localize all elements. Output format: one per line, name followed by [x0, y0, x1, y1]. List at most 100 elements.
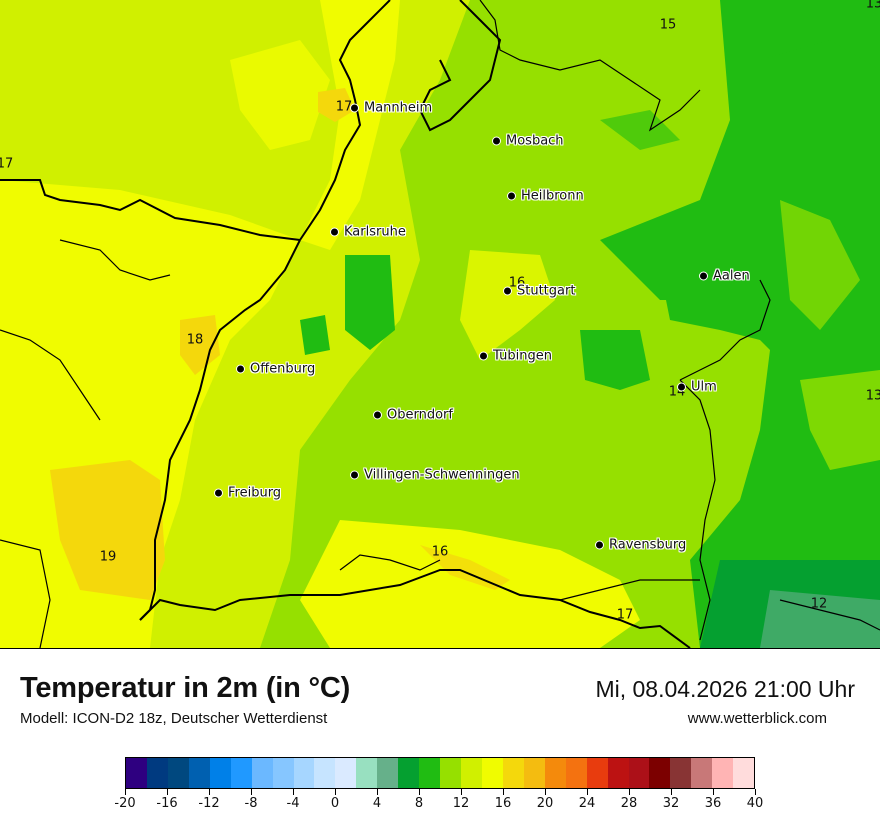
city-marker-heilbronn: Heilbronn: [507, 189, 584, 204]
colorbar-segment: [167, 758, 189, 788]
colorbar-segment: [691, 758, 713, 788]
city-name: Mosbach: [506, 133, 564, 149]
colorbar-segment: [377, 758, 399, 788]
city-marker-ulm: Ulm: [677, 380, 717, 395]
city-dot-icon: [236, 364, 245, 374]
city-name: Tübingen: [493, 348, 552, 364]
temperature-label: 17: [0, 156, 14, 172]
colorbar-tick: [250, 789, 252, 795]
city-dot-icon: [503, 286, 512, 296]
city-marker-ravensburg: Ravensburg: [595, 538, 686, 553]
city-dot-icon: [595, 540, 604, 550]
temperature-label: 13: [865, 0, 880, 12]
city-marker-mosbach: Mosbach: [492, 134, 564, 149]
city-name: Heilbronn: [521, 188, 584, 204]
city-dot-icon: [699, 271, 708, 281]
colorbar-tick: [166, 789, 168, 795]
colorbar-segment: [440, 758, 461, 788]
city-name: Oberndorf: [387, 407, 453, 423]
colorbar-tick-label: 8: [414, 796, 424, 811]
city-name: Freiburg: [228, 485, 282, 501]
city-name: Villingen-Schwenningen: [364, 467, 520, 483]
colorbar-tick-label: 0: [330, 796, 340, 811]
city-name: Offenburg: [250, 361, 316, 377]
colorbar-tick-label: -12: [198, 796, 220, 811]
city-dot-icon: [330, 227, 339, 237]
colorbar-tick-label: 28: [620, 796, 638, 811]
colorbar-segment: [628, 758, 650, 788]
colorbar-tick: [712, 789, 714, 795]
colorbar-tick: [628, 789, 630, 795]
colorbar-tick-label: 20: [536, 796, 554, 811]
city-dot-icon: [373, 410, 382, 420]
city-marker-stuttgart: Stuttgart: [503, 284, 575, 299]
colorbar-tick: [292, 789, 294, 795]
colorbar-tick-label: 16: [494, 796, 512, 811]
colorbar-ticks: -20 -16 -12 -8 -4 0 4 8 12 16 20 24 28 32 36 40: [114, 789, 763, 819]
city-dot-icon: [492, 136, 501, 146]
city-marker-aalen: Aalen: [699, 269, 750, 284]
city-name: Aalen: [713, 268, 750, 284]
colorbar-tick-label: 4: [372, 796, 382, 811]
temperature-label: 17: [335, 99, 353, 115]
city-marker-freiburg: Freiburg: [214, 486, 281, 501]
colorbar-segment: [712, 758, 734, 788]
colorbar-segment: [565, 758, 587, 788]
city-name: Stuttgart: [517, 283, 576, 299]
colorbar-tick: [460, 789, 462, 795]
temperature-map: 17 15 13 17 16 18 14 13 19 16 17 12 Mann…: [0, 0, 880, 649]
colorbar-segment: [733, 758, 755, 788]
colorbar-segment: [523, 758, 545, 788]
colorbar-segment: [335, 758, 357, 788]
colorbar-tick-label: 12: [452, 796, 470, 811]
colorbar-segment: [146, 758, 168, 788]
colorbar-tick: [376, 789, 378, 795]
city-name: Ulm: [691, 379, 717, 395]
colorbar-tick: [544, 789, 546, 795]
city-marker-karlsruhe: Karlsruhe: [330, 225, 406, 240]
colorbar-segment: [586, 758, 608, 788]
temperature-label: 15: [659, 17, 677, 33]
temperature-label: 12: [810, 596, 828, 612]
colorbar-segment: [419, 758, 441, 788]
colorbar-tick-label: 24: [578, 796, 596, 811]
colorbar-segment: [126, 758, 147, 788]
colorbar-tick: [502, 789, 504, 795]
colorbar-tick: [586, 789, 588, 795]
city-dot-icon: [350, 103, 359, 113]
colorbar-segment: [461, 758, 482, 788]
colorbar-tick: [670, 789, 672, 795]
colorbar-segment: [356, 758, 378, 788]
website-link: www.wetterblick.com: [687, 710, 827, 727]
colorbar-segment: [272, 758, 294, 788]
colorbar-segment: [649, 758, 671, 788]
colorbar-segment: [209, 758, 231, 788]
city-marker-villingen-schwenningen: Villingen-Schwenningen: [350, 468, 520, 483]
city-name: Mannheim: [364, 100, 433, 116]
city-dot-icon: [507, 191, 516, 201]
colorbar-segment: [544, 758, 566, 788]
city-dot-icon: [350, 470, 359, 480]
forecast-datetime: Mi, 08.04.2026 21:00 Uhr: [595, 676, 855, 702]
colorbar-tick-label: -4: [286, 796, 300, 811]
colorbar-segment: [188, 758, 210, 788]
colorbar-segment: [670, 758, 692, 788]
city-marker-offenburg: Offenburg: [236, 362, 315, 377]
city-dot-icon: [214, 488, 223, 498]
city-dot-icon: [479, 351, 488, 361]
map-title: Temperatur in 2m (in °C): [20, 672, 351, 704]
temperature-label: 19: [99, 549, 117, 565]
city-marker-mannheim: Mannheim: [350, 101, 432, 116]
colorbar-segment: [314, 758, 336, 788]
temperature-field: [0, 0, 880, 648]
colorbar-tick: [334, 789, 336, 795]
colorbar-tick-label: -16: [156, 796, 178, 811]
colorbar-tick-label: 36: [704, 796, 722, 811]
city-dot-icon: [677, 382, 686, 392]
colorbar-tick-label: 40: [746, 796, 764, 811]
colorbar-segment: [481, 758, 503, 788]
model-source: Modell: ICON-D2 18z, Deutscher Wetterdie…: [20, 710, 328, 727]
colorbar-tick: [208, 789, 210, 795]
colorbar-segment: [251, 758, 273, 788]
temperature-label: 18: [186, 332, 204, 348]
